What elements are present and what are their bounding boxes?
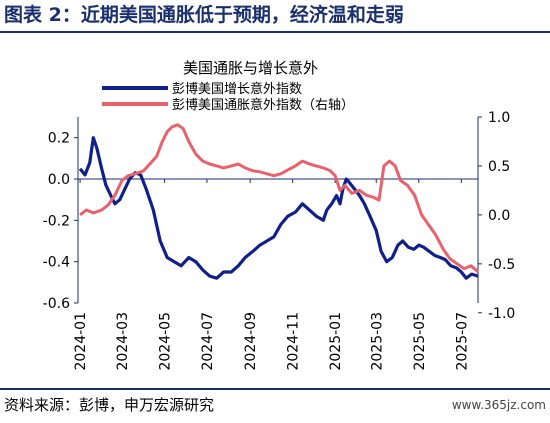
right-tick-label: 1.0 <box>488 110 510 126</box>
right-tick-label: -0.5 <box>488 257 515 273</box>
x-tick-label: 2024-05 <box>157 312 173 371</box>
plot-area <box>78 123 479 280</box>
x-tick-label: 2025-05 <box>412 312 428 371</box>
legend-label-inflation: 彭博美国通胀意外指数（右轴） <box>172 97 354 113</box>
x-tick-label: 2025-07 <box>454 312 470 371</box>
right-tick-label: -1.0 <box>488 306 515 322</box>
left-tick-label: -0.4 <box>43 255 70 271</box>
x-tick-label: 2024-01 <box>73 312 89 371</box>
x-tick-label: 2024-07 <box>200 312 216 371</box>
x-tick-label: 2025-03 <box>369 312 385 371</box>
right-tick-label: 0.0 <box>488 208 510 224</box>
footer-divider <box>0 388 550 390</box>
header-divider <box>0 31 550 33</box>
axes: 0.2 0.0 -0.2 -0.4 -0.6 1.0 0.5 0.0 -0.5 -1.0 2024-… <box>43 110 516 371</box>
left-tick-label: 0.2 <box>48 131 70 147</box>
x-tick-label: 2024-11 <box>286 312 302 371</box>
x-tick-label: 2024-09 <box>243 312 259 371</box>
right-tick-label: 0.5 <box>488 159 510 175</box>
left-tick-label: -0.6 <box>43 296 70 312</box>
left-tick-label: 0.0 <box>48 172 70 188</box>
legend-label-growth: 彭博美国增长意外指数 <box>172 81 302 97</box>
chart-title: 美国通胀与增长意外 <box>183 59 318 77</box>
page-title: 图表 2：近期美国通胀低于预期，经济温和走弱 <box>4 4 404 26</box>
watermark: www.365jz.com <box>451 398 546 412</box>
source-note: 资料来源：彭博，申万宏源研究 <box>4 396 215 414</box>
legend: 彭博美国增长意外指数 彭博美国通胀意外指数（右轴） <box>102 81 354 113</box>
line-chart: 美国通胀与增长意外 彭博美国增长意外指数 彭博美国通胀意外指数（右轴） 0.20… <box>43 59 516 371</box>
x-tick-label: 2025-01 <box>328 312 344 371</box>
x-tick-label: 2024-03 <box>115 312 131 371</box>
series-line-inflation <box>79 123 479 273</box>
left-tick-label: -0.2 <box>43 213 70 229</box>
